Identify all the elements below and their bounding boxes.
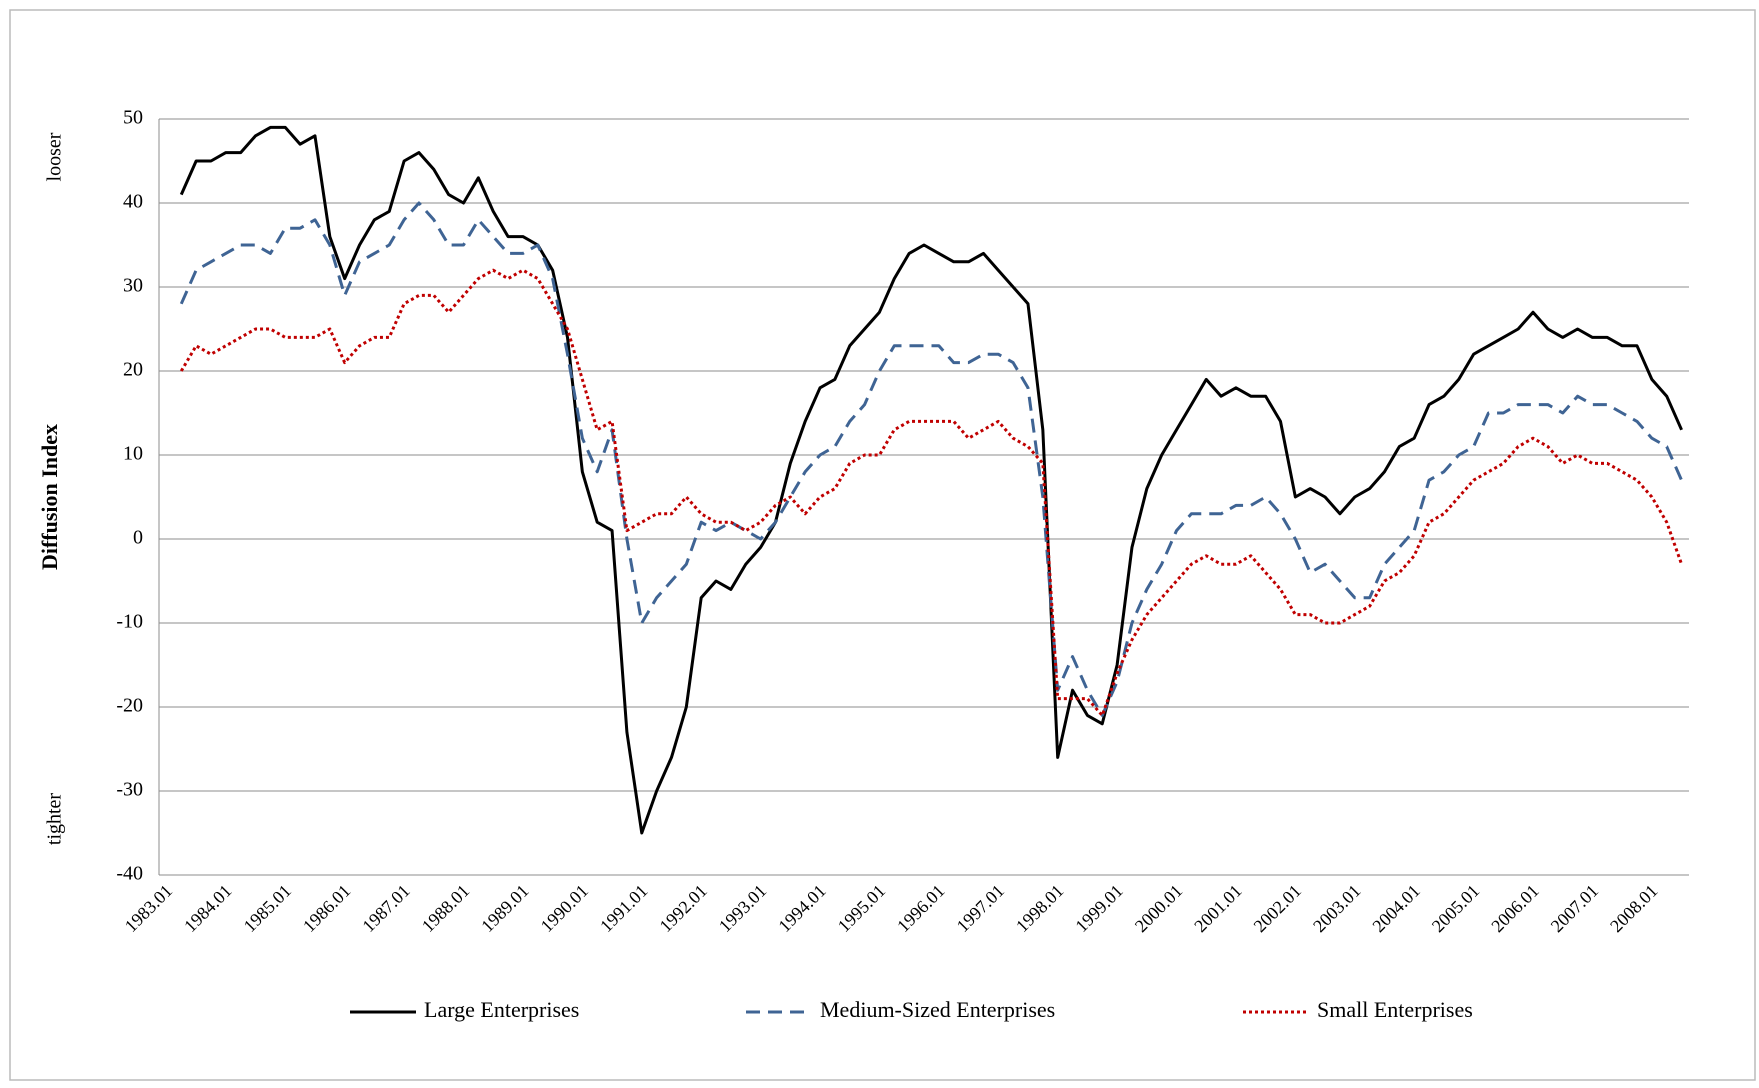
y-tick-label: 50: [123, 107, 143, 129]
y-tick-label: 30: [123, 275, 143, 297]
annotation-tighter: tighter: [44, 793, 66, 846]
y-tick-label: 20: [123, 359, 143, 381]
legend-label: Medium-Sized Enterprises: [820, 997, 1055, 1022]
annotation-looser: looser: [44, 132, 66, 181]
y-tick-label: -30: [116, 779, 143, 801]
y-tick-label: 0: [133, 527, 143, 549]
legend-label: Large Enterprises: [424, 997, 579, 1022]
y-tick-label: 10: [123, 443, 143, 465]
y-tick-label: -10: [116, 611, 143, 633]
y-tick-label: -20: [116, 695, 143, 717]
y-tick-label: 40: [123, 191, 143, 213]
y-axis-label: Diffusion Index: [37, 424, 62, 570]
series-line: [179, 201, 1683, 717]
series-line: [179, 268, 1683, 717]
y-tick-label: -40: [116, 863, 143, 885]
chart-frame: [9, 9, 1756, 1081]
series-line: [179, 125, 1683, 835]
legend-label: Small Enterprises: [1317, 997, 1473, 1022]
